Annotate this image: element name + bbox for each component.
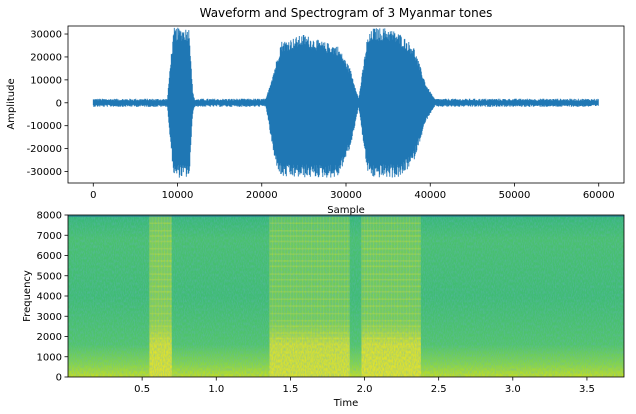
spectrogram-x-ticks: 0.5 1.0 1.5 2.0 2.5 3.0 3.5 xyxy=(134,377,595,395)
waveform-y-label: Amplitude xyxy=(6,78,17,129)
spectrogram-noise xyxy=(68,215,624,377)
waveform-y-tick-label: -10000 xyxy=(27,121,62,132)
waveform-y-tick-label: 10000 xyxy=(30,75,62,86)
spectrogram-y-label: Frequency xyxy=(22,270,33,322)
spectrogram-x-tick-label: 3.5 xyxy=(579,384,595,395)
spectrogram-y-tick-label: 6000 xyxy=(37,251,62,262)
spectrogram-y-tick-label: 5000 xyxy=(37,271,62,282)
waveform-title: Waveform and Spectrogram of 3 Myanmar to… xyxy=(200,6,493,20)
spectrogram-top-band xyxy=(68,215,624,217)
waveform-x-tick-label: 10000 xyxy=(162,190,194,201)
waveform-line xyxy=(92,27,599,178)
waveform-x-label: Sample xyxy=(327,205,365,216)
waveform-y-tick-label: 0 xyxy=(56,98,62,109)
spectrogram-y-tick-label: 3000 xyxy=(37,312,62,323)
spectrogram-x-tick-label: 1.0 xyxy=(208,384,224,395)
spectrogram-y-tick-label: 7000 xyxy=(37,231,62,242)
spectrogram-y-tick-label: 1000 xyxy=(37,352,62,363)
spectrogram-panel: 0.5 1.0 1.5 2.0 2.5 3.0 3.5 0 1000 2000 3000 4000 5… xyxy=(22,211,625,409)
spectrogram-x-tick-label: 3.0 xyxy=(505,384,521,395)
waveform-y-ticks: -30000 -20000 -10000 0 10000 20000 30000 xyxy=(27,30,68,178)
waveform-trace xyxy=(92,27,599,178)
waveform-y-tick-label: 20000 xyxy=(30,52,62,63)
spectrogram-x-tick-label: 0.5 xyxy=(134,384,150,395)
waveform-x-tick-label: 40000 xyxy=(414,190,446,201)
waveform-x-tick-label: 60000 xyxy=(583,190,615,201)
waveform-panel: Waveform and Spectrogram of 3 Myanmar to… xyxy=(6,6,625,216)
waveform-y-tick-label: -20000 xyxy=(27,144,62,155)
waveform-x-tick-label: 0 xyxy=(90,190,96,201)
spectrogram-y-tick-label: 0 xyxy=(56,373,62,384)
spectrogram-y-tick-label: 8000 xyxy=(37,211,62,222)
waveform-x-tick-label: 20000 xyxy=(246,190,278,201)
spectrogram-x-tick-label: 2.5 xyxy=(431,384,447,395)
spectrogram-x-tick-label: 1.5 xyxy=(282,384,298,395)
spectrogram-y-tick-label: 2000 xyxy=(37,332,62,343)
waveform-y-tick-label: -30000 xyxy=(27,167,62,178)
waveform-x-tick-label: 30000 xyxy=(330,190,362,201)
waveform-x-tick-label: 50000 xyxy=(499,190,531,201)
spectrogram-x-tick-label: 2.0 xyxy=(357,384,373,395)
spectrogram-x-label: Time xyxy=(333,398,358,409)
waveform-x-ticks: 0 10000 20000 30000 40000 50000 60000 xyxy=(90,183,615,201)
waveform-y-tick-label: 30000 xyxy=(30,30,62,41)
spectrogram-y-ticks: 0 1000 2000 3000 4000 5000 6000 7000 8000 xyxy=(37,211,68,384)
spectrogram-y-tick-label: 4000 xyxy=(37,292,62,303)
